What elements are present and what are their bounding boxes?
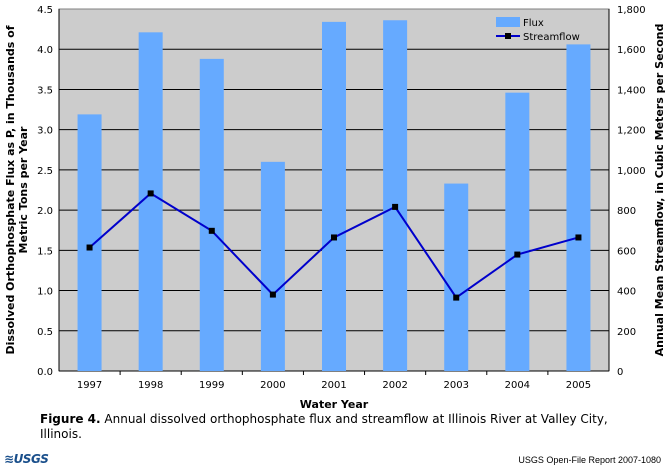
- bar-flux-2001: [322, 21, 346, 371]
- report-id: USGS Open-File Report 2007-1080: [518, 455, 661, 465]
- x-tick-label: 2002: [382, 380, 407, 391]
- usgs-logo: ≋USGS: [4, 452, 49, 466]
- bar-flux-2000: [260, 161, 285, 371]
- y-tick-label: 4.5: [37, 5, 53, 16]
- x-tick-label: 2001: [321, 380, 346, 391]
- x-tick-label: 1998: [138, 380, 163, 391]
- x-tick-label: 2000: [260, 380, 285, 391]
- y-tick-label: 4.0: [37, 45, 53, 56]
- y2-tick-label: 600: [617, 246, 636, 257]
- streamflow-point-2002: [392, 203, 399, 210]
- figure-caption: Figure 4. Annual dissolved orthophosphat…: [40, 412, 640, 442]
- legend-streamflow-marker: [505, 33, 511, 39]
- y2-tick-label: 1,400: [617, 85, 646, 96]
- streamflow-point-2003: [453, 294, 460, 301]
- y2-tick-label: 0: [617, 367, 623, 378]
- streamflow-point-2001: [331, 234, 337, 241]
- y-tick-label: 3.0: [37, 126, 53, 137]
- chart: 0.0 0 0.5 200 1.0 400 1.5 600 2.0 800 2.5 1,000 3.0 1…: [4, 5, 666, 410]
- y-tick-label: 1.0: [37, 287, 53, 298]
- x-tick-label: 2003: [443, 380, 468, 391]
- bar-flux-2004: [505, 92, 530, 371]
- x-tick-label: 2005: [566, 380, 591, 391]
- x-tick-label: 1999: [199, 380, 224, 391]
- y2-tick-label: 800: [617, 206, 636, 217]
- y2-axis-title: Annual Mean Streamflow, in Cubic Meters …: [653, 24, 666, 357]
- bar-flux-1999: [199, 58, 224, 372]
- x-tick-label: 2004: [505, 380, 530, 391]
- streamflow-point-1999: [208, 227, 215, 234]
- caption-label: Figure 4.: [40, 412, 101, 426]
- streamflow-point-2000: [269, 291, 276, 298]
- caption-text: Annual dissolved orthophosphate flux and…: [40, 412, 608, 441]
- y2-tick-label: 400: [617, 287, 636, 298]
- y-axis-title-line: Metric Tons per Year: [17, 126, 30, 253]
- y2-tick-label: 1,600: [617, 45, 646, 56]
- y2-tick-label: 1,000: [617, 166, 646, 177]
- logo-text: USGS: [13, 452, 49, 466]
- y-tick-label: 2.5: [37, 166, 53, 177]
- y-axis-title: Dissolved Orthophosphate Flux as P, in T…: [4, 25, 30, 354]
- streamflow-point-1997: [86, 244, 93, 251]
- bar-flux-2003: [444, 183, 469, 371]
- y-tick-label: 3.5: [37, 85, 53, 96]
- streamflow-point-2005: [575, 234, 582, 241]
- y-axis-title-line: Dissolved Orthophosphate Flux as P, in T…: [4, 25, 17, 354]
- x-tick-label: 1997: [77, 380, 102, 391]
- streamflow-point-1998: [147, 190, 154, 197]
- streamflow-point-2004: [514, 251, 521, 258]
- y2-tick-label: 1,800: [617, 5, 646, 16]
- y-tick-label: 0.5: [37, 327, 53, 338]
- legend-streamflow-label: Streamflow: [523, 32, 580, 43]
- y-tick-label: 0.0: [37, 367, 53, 378]
- x-axis-title: Water Year: [300, 398, 369, 410]
- y2-tick-label: 200: [617, 327, 636, 338]
- y2-tick-label: 1,200: [617, 126, 646, 137]
- y-tick-label: 1.5: [37, 246, 53, 257]
- legend-flux-label: Flux: [523, 18, 544, 29]
- legend-flux-swatch: [496, 17, 520, 27]
- bar-flux-2002: [383, 20, 408, 372]
- y-tick-label: 2.0: [37, 206, 53, 217]
- bar-flux-2005: [566, 44, 591, 371]
- bar-flux-1997: [77, 114, 102, 371]
